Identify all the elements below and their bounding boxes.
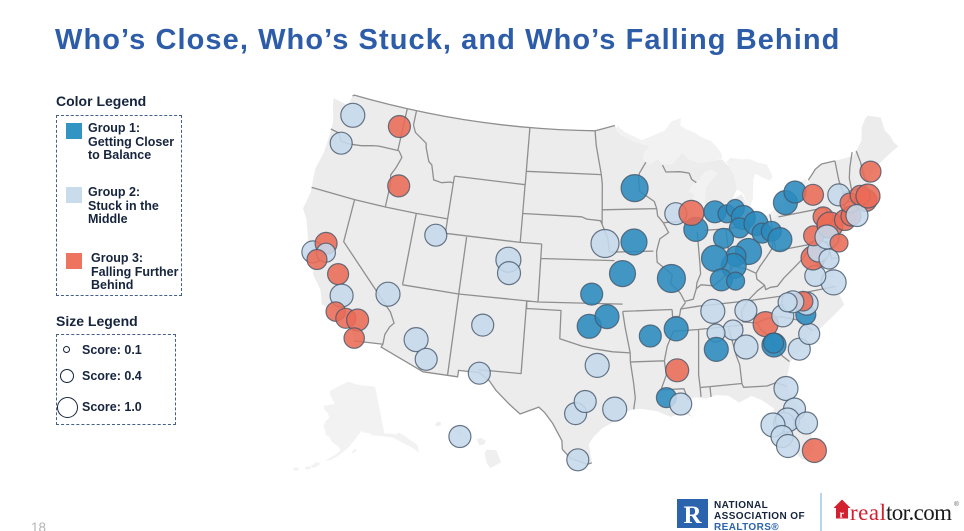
svg-text:tor.com: tor.com: [886, 500, 952, 525]
svg-text:ASSOCIATION OF: ASSOCIATION OF: [714, 511, 805, 522]
svg-text:NATIONAL: NATIONAL: [714, 500, 768, 511]
svg-text:®: ®: [954, 500, 959, 508]
svg-text:REALTORS®: REALTORS®: [714, 522, 779, 531]
svg-text:r: r: [840, 510, 845, 521]
svg-text:real: real: [850, 500, 886, 525]
svg-text:R: R: [683, 502, 702, 529]
